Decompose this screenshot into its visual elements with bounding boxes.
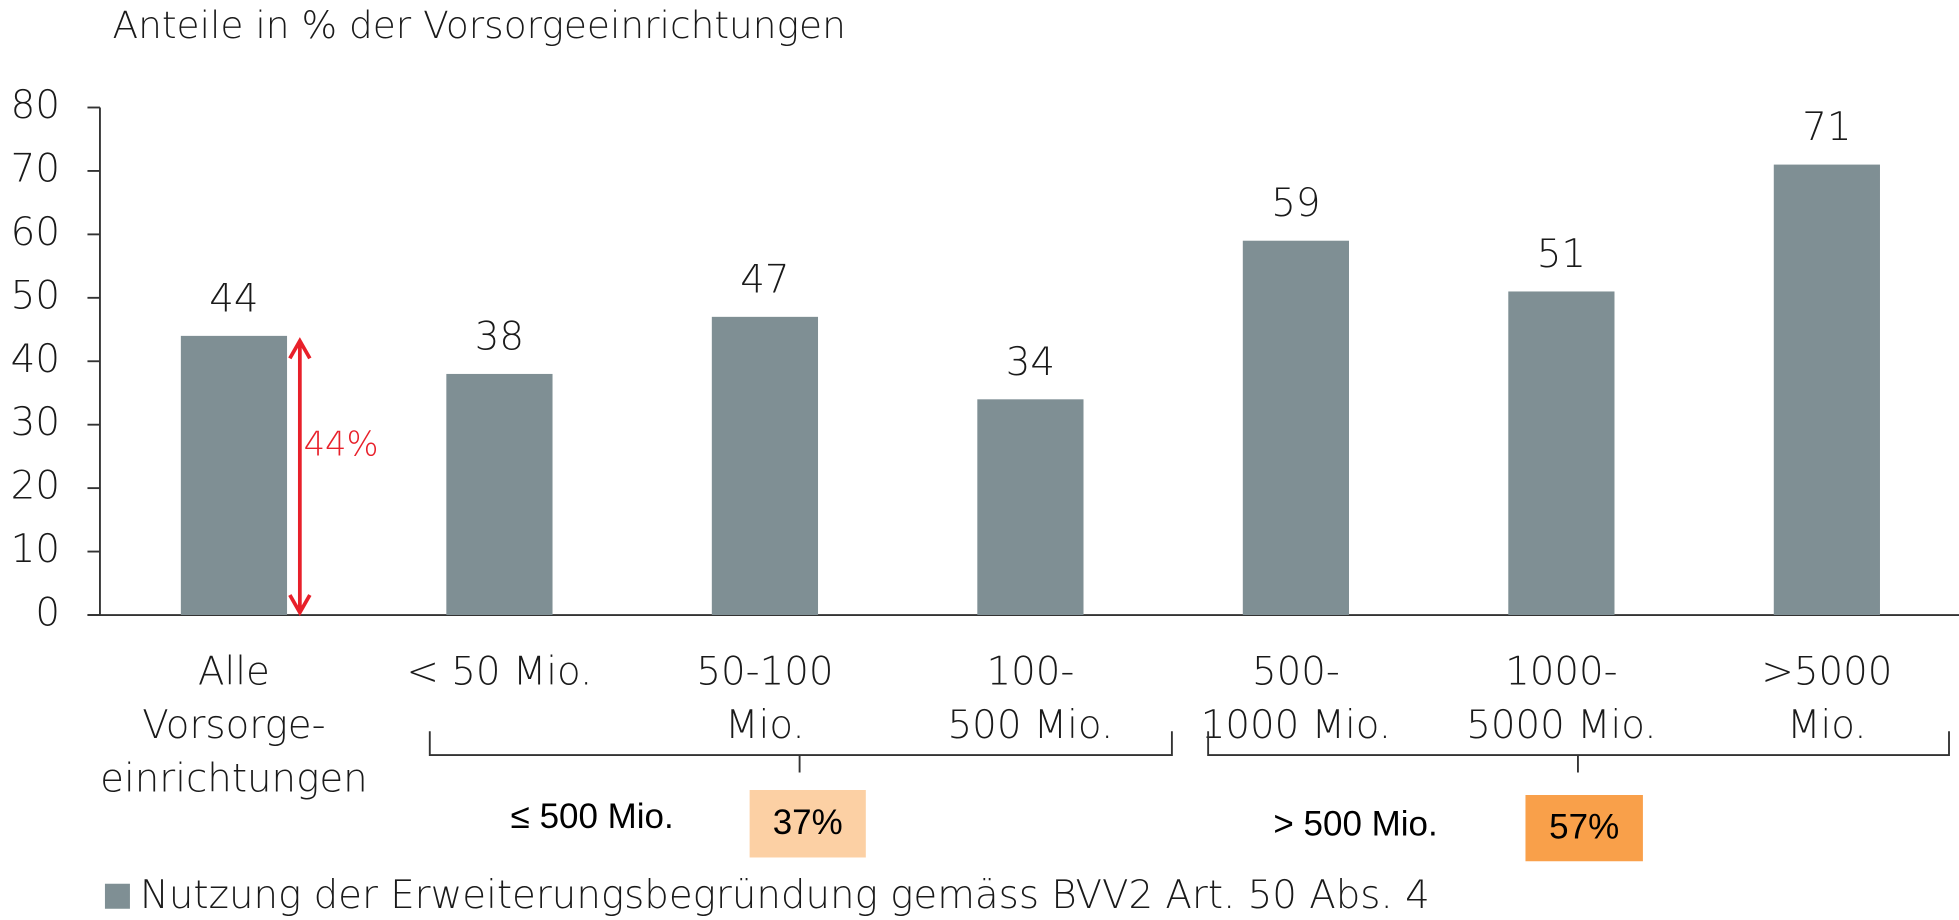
- x-tick-label: 50-100: [696, 649, 833, 694]
- data-label: 44: [209, 276, 258, 321]
- x-tick-label: Vorsorge-: [142, 703, 325, 748]
- x-tick-label: 500-: [1252, 649, 1340, 694]
- x-tick-label: 100-: [986, 649, 1074, 694]
- legend-label: Nutzung der Erweiterungsbegründung gemäs…: [140, 873, 1430, 918]
- group-label: > 500 Mio.: [1273, 804, 1437, 843]
- x-tick-label: einrichtungen: [100, 757, 368, 802]
- group-bracket: [1207, 731, 1950, 773]
- x-tick-label: 1000 Mio.: [1201, 703, 1391, 748]
- group-bracket: [428, 731, 1173, 773]
- group-label: ≤ 500 Mio.: [511, 797, 674, 836]
- x-tick-label: >5000: [1761, 649, 1892, 694]
- y-tick-label: 70: [11, 146, 60, 191]
- axis-title: Anteile in % der Vorsorgeeinrichtungen: [112, 3, 845, 47]
- y-tick-label: 60: [11, 210, 60, 255]
- y-tick-label: 50: [11, 273, 60, 318]
- legend-swatch: [104, 883, 130, 909]
- annotation-arrow: [288, 337, 312, 617]
- x-tick-label: Mio.: [1787, 703, 1866, 748]
- x-tick-label: Mio.: [725, 703, 804, 748]
- x-tick-label: 500 Mio.: [948, 703, 1114, 748]
- group-share: 37%: [773, 803, 843, 842]
- bar: [1508, 291, 1615, 615]
- bar: [977, 399, 1084, 615]
- bar: [1242, 240, 1349, 615]
- data-label: 38: [475, 314, 524, 359]
- data-label: 34: [1006, 340, 1055, 385]
- y-tick-label: 40: [11, 337, 60, 382]
- x-tick-label: 5000 Mio.: [1466, 703, 1656, 748]
- x-tick-label: Alle: [198, 649, 270, 694]
- bar: [446, 373, 553, 615]
- data-label: 51: [1537, 232, 1586, 277]
- x-tick-label: 1000-: [1505, 649, 1618, 694]
- y-tick-label: 0: [35, 590, 60, 635]
- y-tick-label: 20: [11, 464, 60, 509]
- y-tick-label: 80: [11, 83, 60, 128]
- y-tick-label: 30: [11, 400, 60, 445]
- group-share-box: [749, 790, 866, 858]
- group-share-box: [1525, 795, 1643, 862]
- group-share: 57%: [1549, 808, 1619, 847]
- y-tick-label: 10: [11, 527, 60, 572]
- x-tick-label: < 50 Mio.: [407, 649, 593, 694]
- bar: [1773, 164, 1880, 615]
- bar: [180, 335, 288, 615]
- data-label: 71: [1802, 105, 1851, 150]
- data-label: 47: [740, 257, 789, 302]
- bar: [711, 316, 819, 615]
- data-label: 59: [1271, 181, 1320, 226]
- annotation: 44%: [304, 425, 379, 464]
